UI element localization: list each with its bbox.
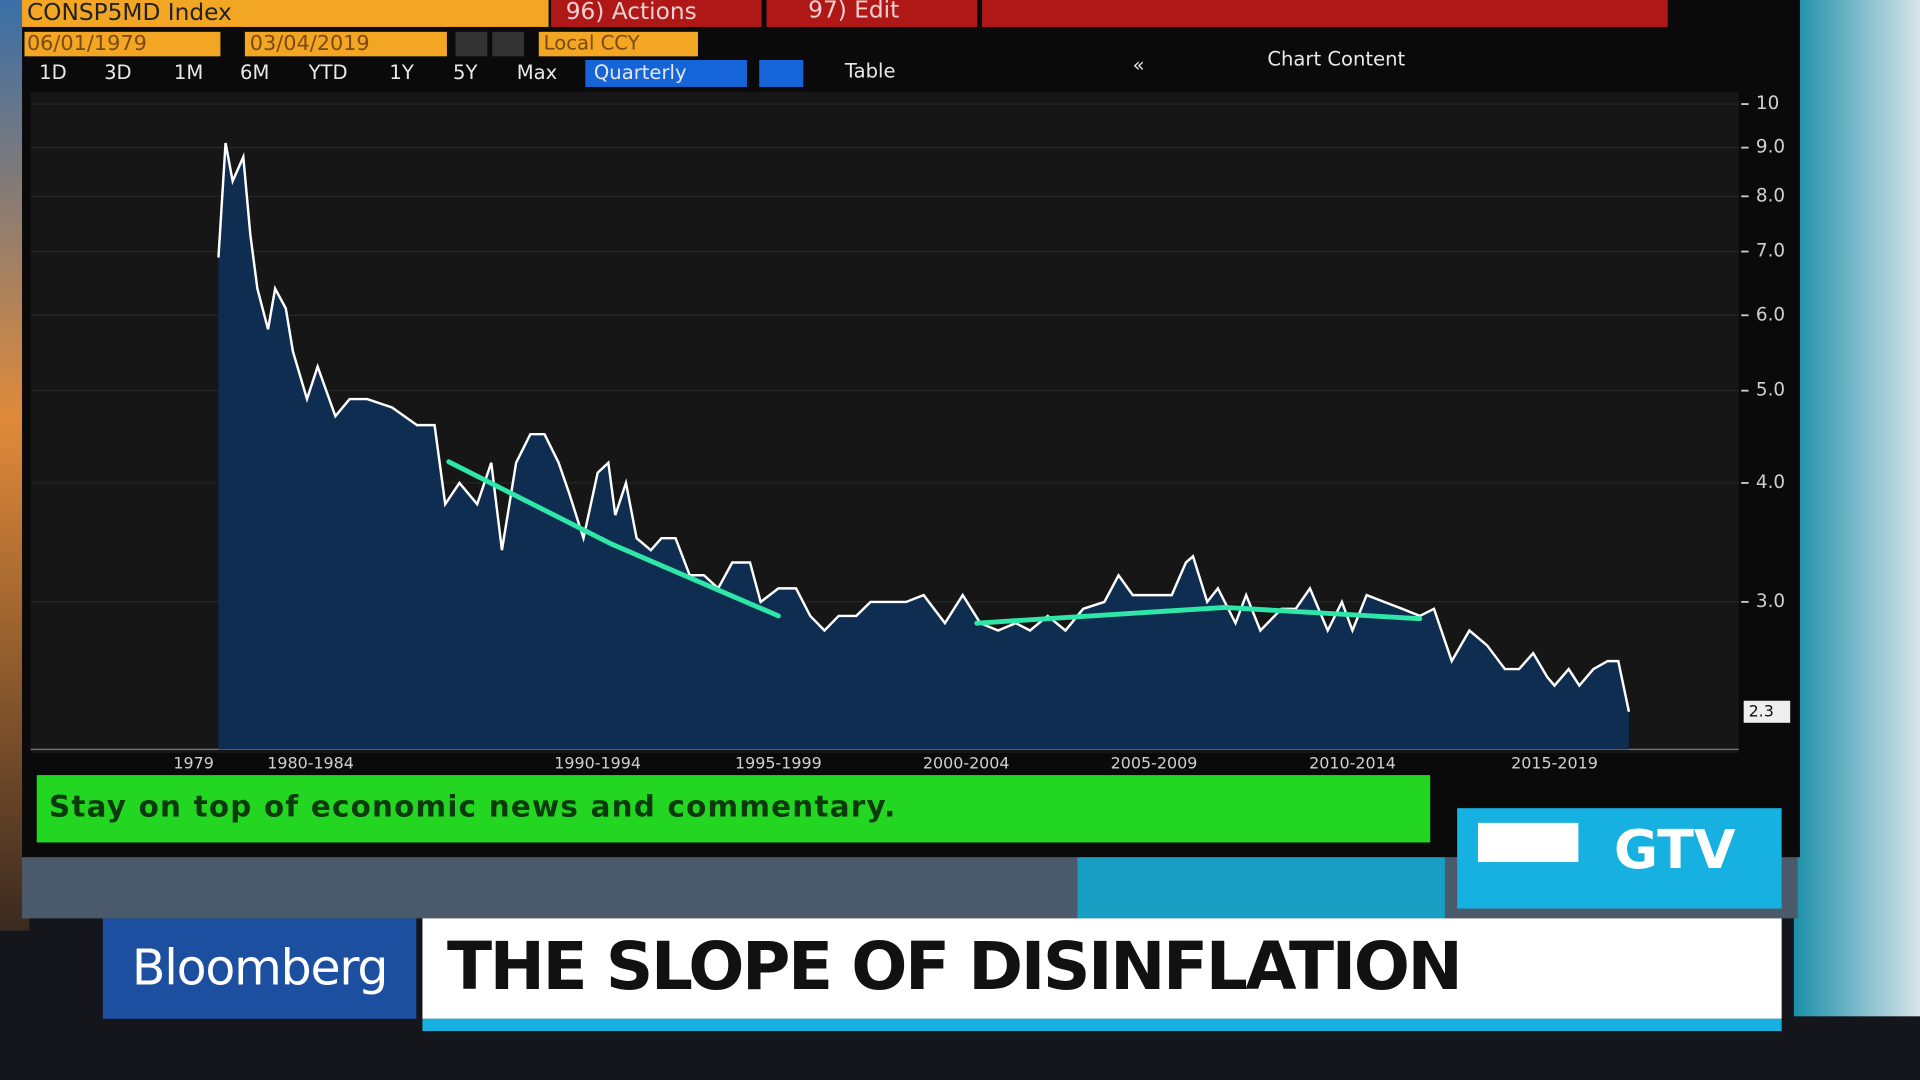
y-tick-label: 7.0 — [1756, 241, 1785, 262]
period-button[interactable]: 5Y — [453, 61, 477, 84]
area-fill — [218, 143, 1629, 750]
headline-box — [422, 918, 1782, 1019]
period-button[interactable]: 1Y — [389, 61, 413, 84]
headline-underline — [422, 1018, 1782, 1032]
edit-button[interactable] — [766, 0, 978, 27]
right-backdrop — [1793, 0, 1920, 1017]
last-value-label: 2.3 — [1749, 701, 1774, 720]
period-buttons: 1D 3D 1M 6M YTD 1Y 5Y Max — [39, 61, 557, 84]
y-tick-label: 3.0 — [1756, 591, 1785, 612]
y-tick-label: 9.0 — [1756, 137, 1785, 158]
headline: THE SLOPE OF DISINFLATION — [447, 928, 1461, 1005]
gtv-label: GTV — [1614, 818, 1736, 881]
x-tick-label: 2005-2009 — [1111, 754, 1198, 773]
x-tick-label: 1979 — [173, 754, 213, 773]
news-banner-text: Stay on top of economic news and comment… — [49, 790, 897, 824]
ticker: CONSP5MD Index — [27, 0, 232, 26]
chart: 3.0 4.0 5.0 6.0 7.0 8.0 9.0 10 1979 1980-1984 1990… — [30, 93, 1791, 773]
wall-panel — [1077, 857, 1445, 919]
table-button[interactable]: Table — [844, 60, 896, 83]
x-tick-label: 1995-1999 — [735, 754, 822, 773]
actions-label: 96) Actions — [566, 0, 697, 25]
period-button[interactable]: 1D — [39, 61, 67, 84]
trend-line — [974, 605, 1423, 626]
y-tick-label: 6.0 — [1756, 304, 1785, 325]
brand: Bloomberg — [132, 940, 387, 997]
x-tick-label: 1980-1984 — [267, 754, 354, 773]
ticker-box — [22, 0, 549, 27]
period-button[interactable]: YTD — [308, 61, 348, 84]
news-banner — [36, 775, 1431, 843]
brand-box — [102, 918, 417, 1019]
edit-label: 97) Edit — [808, 0, 899, 24]
y-tick-label: 8.0 — [1756, 185, 1785, 206]
x-tick-label: 1990-1994 — [554, 754, 641, 773]
y-tick-label: 4.0 — [1756, 472, 1785, 493]
prev-button[interactable] — [455, 31, 488, 57]
gtv-icon — [1477, 822, 1579, 863]
period-button[interactable]: 3D — [104, 61, 132, 84]
trend-line — [446, 459, 781, 619]
title-bar — [982, 0, 1668, 27]
next-button[interactable] — [492, 31, 525, 57]
end-date: 03/04/2019 — [250, 31, 370, 55]
period-button[interactable]: Max — [517, 61, 557, 84]
start-date-box[interactable] — [24, 31, 221, 57]
x-tick-label: 2000-2004 — [923, 754, 1010, 773]
collapse-button[interactable]: « — [1133, 54, 1145, 77]
chart-content-button[interactable]: Chart Content — [1267, 48, 1405, 71]
frequency: Quarterly — [594, 61, 687, 84]
frequency-dropdown[interactable] — [585, 60, 747, 87]
currency-box[interactable] — [538, 31, 698, 57]
start-date: 06/01/1979 — [27, 31, 147, 55]
period-button[interactable]: 1M — [174, 61, 203, 84]
line — [217, 142, 1631, 713]
period-button[interactable]: 6M — [240, 61, 269, 84]
last-value-box — [1743, 700, 1791, 723]
x-tick-label: 2015-2019 — [1511, 754, 1598, 773]
x-tick-label: 2010-2014 — [1309, 754, 1396, 773]
actions-button[interactable] — [551, 0, 762, 27]
end-date-box[interactable] — [244, 31, 447, 57]
chart-type-button[interactable] — [759, 60, 804, 87]
y-tick-label: 5.0 — [1756, 380, 1785, 401]
currency: Local CCY — [544, 32, 640, 55]
y-tick-label: 10 — [1756, 93, 1779, 114]
